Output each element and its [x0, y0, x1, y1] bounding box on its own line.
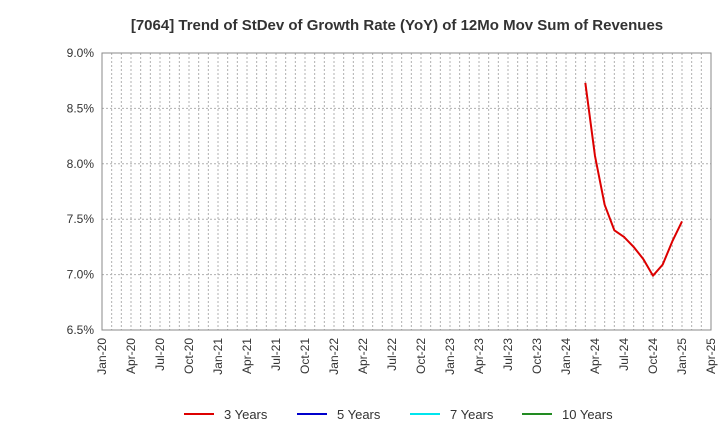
y-tick-label: 6.5% [67, 323, 95, 337]
y-tick-label: 7.5% [67, 212, 95, 226]
x-tick-label: Oct-21 [298, 338, 312, 374]
x-tick-label: Apr-23 [472, 338, 486, 374]
x-tick-label: Jan-22 [327, 338, 341, 375]
legend-label: 5 Years [337, 407, 381, 422]
x-tick-label: Apr-24 [588, 338, 602, 374]
y-tick-label: 9.0% [67, 46, 95, 60]
x-tick-label: Jul-21 [269, 338, 283, 371]
x-axis: Jan-20 Apr-20 Jul-20 Oct-20 Jan-21 Apr-21 Jul-… [95, 338, 718, 375]
x-tick-label: Jan-20 [95, 338, 109, 375]
x-tick-label: Jan-23 [443, 338, 457, 375]
legend: 3 Years 5 Years 7 Years 10 Years [184, 407, 613, 422]
y-axis: 6.5% 7.0% 7.5% 8.0% 8.5% 9.0% [67, 46, 95, 337]
x-tick-label: Jul-22 [385, 338, 399, 371]
grid [102, 52, 711, 331]
legend-label: 7 Years [450, 407, 494, 422]
y-tick-label: 7.0% [67, 268, 95, 282]
legend-label: 10 Years [562, 407, 613, 422]
x-tick-label: Oct-23 [530, 338, 544, 374]
plot-border [101, 52, 712, 331]
x-tick-label: Jan-24 [559, 338, 573, 375]
series-lines [584, 82, 683, 277]
x-tick-label: Oct-20 [182, 338, 196, 374]
x-tick-label: Apr-21 [240, 338, 254, 374]
x-tick-label: Oct-24 [646, 338, 660, 374]
x-tick-label: Jul-24 [617, 338, 631, 371]
x-tick-label: Apr-20 [124, 338, 138, 374]
x-tick-label: Apr-22 [356, 338, 370, 374]
series-line-1 [584, 82, 683, 277]
x-tick-label: Oct-22 [414, 338, 428, 374]
x-tick-label: Jul-23 [501, 338, 515, 371]
x-tick-label: Jan-21 [211, 338, 225, 375]
legend-label: 3 Years [224, 407, 268, 422]
x-tick-label: Jul-20 [153, 338, 167, 371]
x-tick-label: Apr-25 [704, 338, 718, 374]
chart-title: [7064] Trend of StDev of Growth Rate (Yo… [131, 17, 663, 34]
y-tick-label: 8.0% [67, 157, 95, 171]
x-tick-label: Jan-25 [675, 338, 689, 375]
y-tick-label: 8.5% [67, 101, 95, 115]
